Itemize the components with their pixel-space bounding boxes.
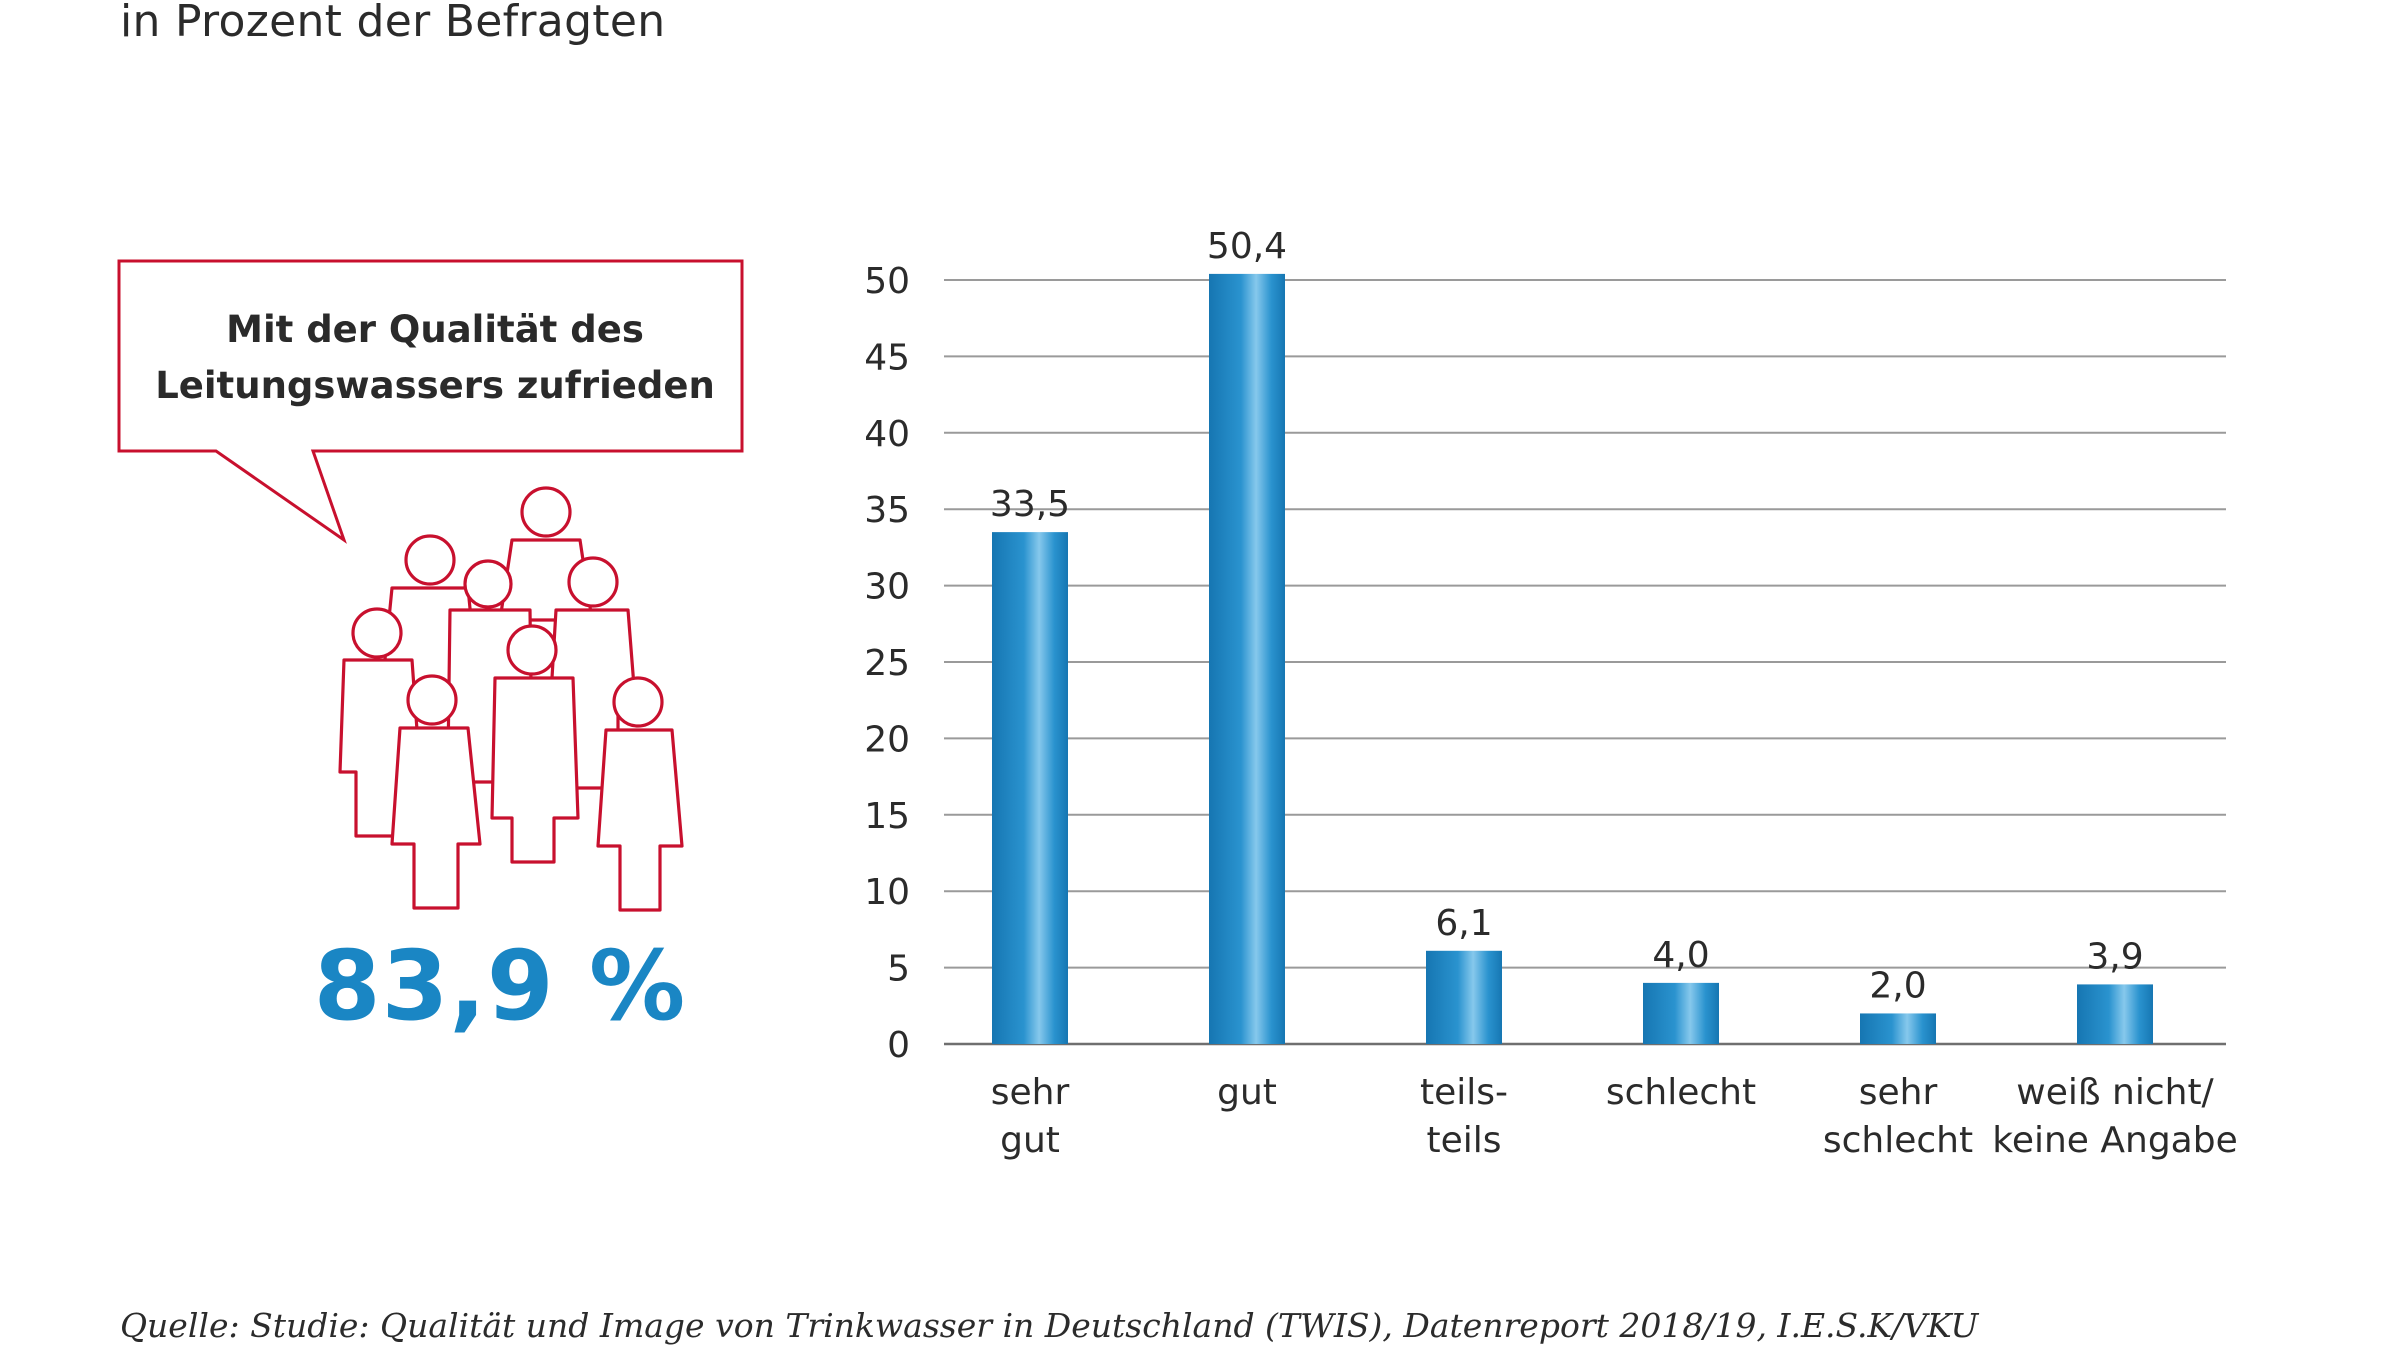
chart-subtitle: in Prozent der Befragten	[120, 0, 666, 47]
y-tick-label: 20	[864, 719, 910, 760]
callout-text: Mit der Qualität des Leitungswassers zuf…	[121, 302, 749, 414]
bar-value-label: 4,0	[1652, 935, 1709, 976]
satisfaction-percentage: 83,9 %	[313, 930, 687, 1042]
x-axis-category-labels: sehr gut gut teils-teils schlecht sehr schlech…	[991, 1072, 2238, 1161]
bar-value-labels: 33,5 50,4 6,1 4,0 2,0 3,9	[990, 226, 2144, 1007]
bar	[1426, 950, 1502, 1044]
source-note: Quelle: Studie: Qualität und Image von T…	[120, 1306, 1979, 1345]
people-group-icon	[338, 486, 684, 912]
y-tick-label: 30	[864, 567, 910, 608]
person-figure-icon	[490, 624, 580, 864]
bar-value-label: 2,0	[1869, 965, 1926, 1006]
y-tick-label: 35	[864, 490, 910, 531]
callout-line-2: Leitungswassers zufrieden	[155, 364, 715, 407]
bar	[1860, 1013, 1936, 1044]
x-category-label: gut	[1217, 1072, 1277, 1113]
person-figure-icon	[596, 676, 684, 912]
x-category-label: keine Angabe	[1992, 1120, 2237, 1161]
y-tick-label: 25	[864, 643, 910, 684]
bar-value-label: 3,9	[2086, 936, 2143, 977]
y-tick-label: 5	[887, 949, 910, 990]
bar	[2077, 984, 2153, 1044]
x-category-label: sehr	[1859, 1072, 1938, 1113]
bar	[1209, 273, 1285, 1044]
x-category-label: schlecht	[1606, 1072, 1756, 1113]
y-tick-label: 10	[864, 872, 910, 913]
bar-value-label: 6,1	[1435, 903, 1492, 944]
person-figure-icon	[390, 674, 482, 910]
x-category-label: weiß nicht/	[2016, 1072, 2214, 1113]
bar-value-label: 50,4	[1207, 226, 1287, 267]
callout-line-1: Mit der Qualität des	[226, 308, 644, 351]
bars	[992, 273, 2153, 1044]
x-category-label: schlecht	[1823, 1120, 1973, 1161]
x-category-label: gut	[1000, 1120, 1060, 1161]
x-category-label: sehr	[991, 1072, 1070, 1113]
y-tick-label: 15	[864, 796, 910, 837]
bar	[1643, 982, 1719, 1044]
bar-value-label: 33,5	[990, 484, 1070, 525]
x-category-label: teils-	[1420, 1072, 1508, 1113]
y-tick-label: 0	[887, 1025, 910, 1066]
gridlines	[944, 279, 2226, 1046]
speech-bubble-icon	[117, 259, 744, 544]
y-tick-label: 40	[864, 414, 910, 455]
y-tick-label: 45	[864, 337, 910, 378]
x-category-label: teils	[1426, 1120, 1501, 1161]
y-axis-tick-labels: 0 5 10 15 20 25 30 35 40 45 50	[864, 261, 910, 1066]
bar	[992, 532, 1068, 1044]
y-tick-label: 50	[864, 261, 910, 302]
